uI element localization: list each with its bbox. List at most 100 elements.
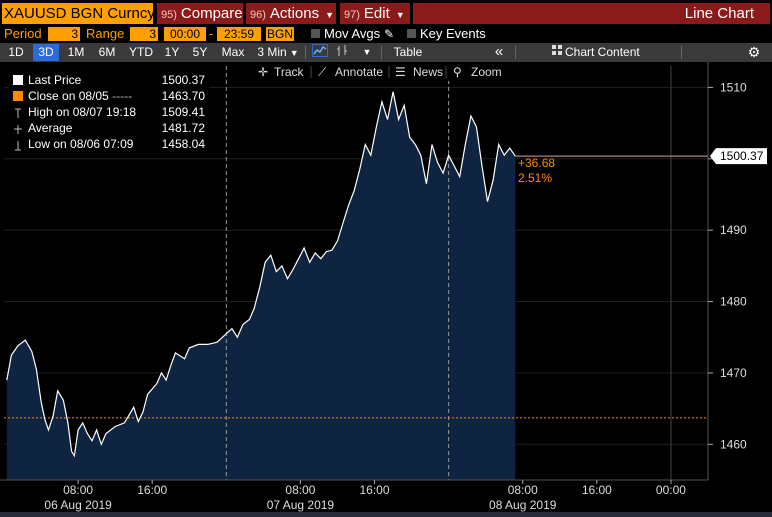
chart-content-button[interactable]: Chart Content	[565, 45, 640, 59]
source-input[interactable]: BGN	[266, 27, 294, 41]
time-from-input[interactable]: 00:00	[164, 27, 206, 41]
legend-label: High on 08/07 19:18	[28, 105, 137, 119]
view-title-strip: Line Chart	[413, 3, 770, 24]
actions-label: Actions	[269, 5, 320, 22]
legend-high[interactable]: High on 08/07 19:18 1509.41	[9, 104, 209, 120]
news-button[interactable]: News	[413, 65, 443, 79]
x-tick-label: 16:00	[360, 483, 390, 497]
zoom-1y[interactable]: 1Y	[164, 45, 180, 59]
status-strip	[0, 512, 772, 517]
line-chart-icon[interactable]	[309, 44, 331, 61]
legend-value: 1509.41	[161, 105, 205, 119]
mov-avgs-checkbox[interactable]	[311, 29, 320, 38]
zoom-1d[interactable]: 1D	[8, 45, 24, 59]
day-boundaries	[225, 66, 672, 512]
track-button[interactable]: Track	[274, 65, 305, 79]
orange-square-icon	[13, 91, 23, 101]
actions-shortcut: 96)	[250, 9, 266, 21]
zoom-5y[interactable]: 5Y	[192, 45, 208, 59]
x-axis-panel	[0, 480, 772, 512]
table-button[interactable]: Table	[393, 45, 423, 59]
zoom-ytd[interactable]: YTD	[129, 45, 153, 59]
change-percent: 2.51%	[518, 171, 552, 185]
y-tick-label: 1470	[720, 366, 747, 380]
range-label: Range	[86, 26, 125, 41]
y-tick-label: 1510	[720, 80, 747, 94]
edit-button[interactable]: 97) Edit ▼	[340, 3, 410, 24]
legend-value: 1500.37	[161, 73, 205, 87]
x-axis: 08:00 16:00 08:00 16:00 08:00 16:00 00:00 06 Au…	[44, 480, 686, 512]
crosshair-icon[interactable]: ✛	[258, 65, 268, 79]
zoom-6m[interactable]: 6M	[98, 45, 116, 59]
key-events-checkbox[interactable]	[407, 29, 416, 38]
gear-icon[interactable]: ⚙	[747, 44, 761, 60]
grid-icon[interactable]	[550, 44, 564, 61]
annotate-button[interactable]: Annotate	[335, 65, 383, 79]
price-area	[6, 91, 516, 480]
annotation-toolbar: ✛ Track ⟋ Annotate ☰ News ⚲ Zoom	[250, 62, 510, 81]
high-marker-icon	[13, 107, 23, 118]
collapse-icon[interactable]: «	[494, 43, 504, 60]
chevron-down-icon[interactable]: ▼	[362, 47, 372, 57]
zoom-1m[interactable]: 1M	[67, 45, 85, 59]
chart-legend: Last Price 1500.37 Close on 08/05 ----- …	[9, 71, 209, 153]
period-input[interactable]: 3	[48, 27, 80, 41]
edit-shortcut: 97)	[344, 9, 360, 21]
toolbar-divider	[681, 46, 682, 59]
legend-label: Close on 08/05 -----	[28, 89, 133, 103]
title-bar: XAUUSD BGN Curncy 95) Compare 96) Actions ▼…	[0, 0, 772, 26]
interval-label: 3 Min	[257, 45, 287, 59]
ticker-field[interactable]: XAUUSD BGN Curncy	[2, 3, 153, 24]
x-tick-label: 08:00	[285, 483, 315, 497]
toolbar: 1D 3D 1M 6M YTD 1Y 5Y Max 3 Min ▼ ▼ Table…	[0, 43, 772, 62]
compare-button[interactable]: 95) Compare	[157, 3, 243, 24]
legend-value: 1481.72	[161, 121, 205, 135]
time-to-input[interactable]: 23:59	[217, 27, 261, 41]
chevron-down-icon: ▼	[289, 48, 299, 58]
magnifier-icon[interactable]: ⚲	[453, 65, 462, 79]
range-input[interactable]: 3	[130, 27, 158, 41]
view-title: Line Chart	[684, 5, 754, 22]
white-square-icon	[13, 75, 23, 85]
actions-button[interactable]: 96) Actions ▼	[246, 3, 336, 24]
x-tick-label: 08:00	[508, 483, 538, 497]
y-axis: 146014701480149015001510	[708, 80, 747, 451]
pencil-icon[interactable]: ✎	[384, 27, 395, 41]
bar-chart-icon[interactable]	[333, 44, 351, 61]
zoom-max[interactable]: Max	[221, 45, 245, 59]
interval-select[interactable]: 3 Min ▼	[255, 44, 301, 61]
x-day-label: 08 Aug 2019	[489, 498, 557, 512]
price-line	[6, 91, 516, 458]
legend-value: 1458.04	[161, 137, 205, 151]
legend-last-price[interactable]: Last Price 1500.37	[9, 72, 209, 88]
last-price-value: 1500.37	[720, 149, 764, 163]
y-tick-label: 1490	[720, 223, 747, 237]
x-tick-label: 00:00	[656, 483, 686, 497]
compare-shortcut: 95)	[161, 9, 177, 21]
chevron-down-icon: ▼	[325, 10, 335, 20]
zoom-button[interactable]: Zoom	[471, 65, 502, 79]
period-label: Period	[4, 26, 42, 41]
legend-label: Average	[28, 121, 73, 135]
legend-value: 1463.70	[161, 89, 205, 103]
legend-average[interactable]: Average 1481.72	[9, 120, 209, 136]
average-marker-icon	[13, 123, 23, 134]
annotate-icon[interactable]: ⟋	[318, 65, 327, 79]
legend-low[interactable]: Low on 08/06 07:09 1458.04	[9, 136, 209, 152]
legend-label: Last Price	[28, 73, 82, 87]
last-price-tag: 1500.37	[710, 148, 767, 165]
zoom-3d[interactable]: 3D	[33, 44, 59, 61]
x-day-label: 06 Aug 2019	[44, 498, 112, 512]
mov-avgs-label[interactable]: Mov Avgs	[324, 26, 381, 41]
y-tick-label: 1460	[720, 437, 747, 451]
news-icon[interactable]: ☰	[395, 65, 406, 79]
edit-label: Edit	[363, 5, 390, 22]
x-tick-label: 08:00	[63, 483, 93, 497]
time-separator: -	[209, 26, 214, 41]
y-tick-label: 1480	[720, 295, 747, 309]
change-absolute: +36.68	[518, 156, 555, 170]
legend-close[interactable]: Close on 08/05 ----- 1463.70	[9, 88, 209, 104]
compare-label: Compare	[180, 5, 243, 22]
key-events-label[interactable]: Key Events	[420, 26, 486, 41]
low-marker-icon	[13, 139, 23, 151]
